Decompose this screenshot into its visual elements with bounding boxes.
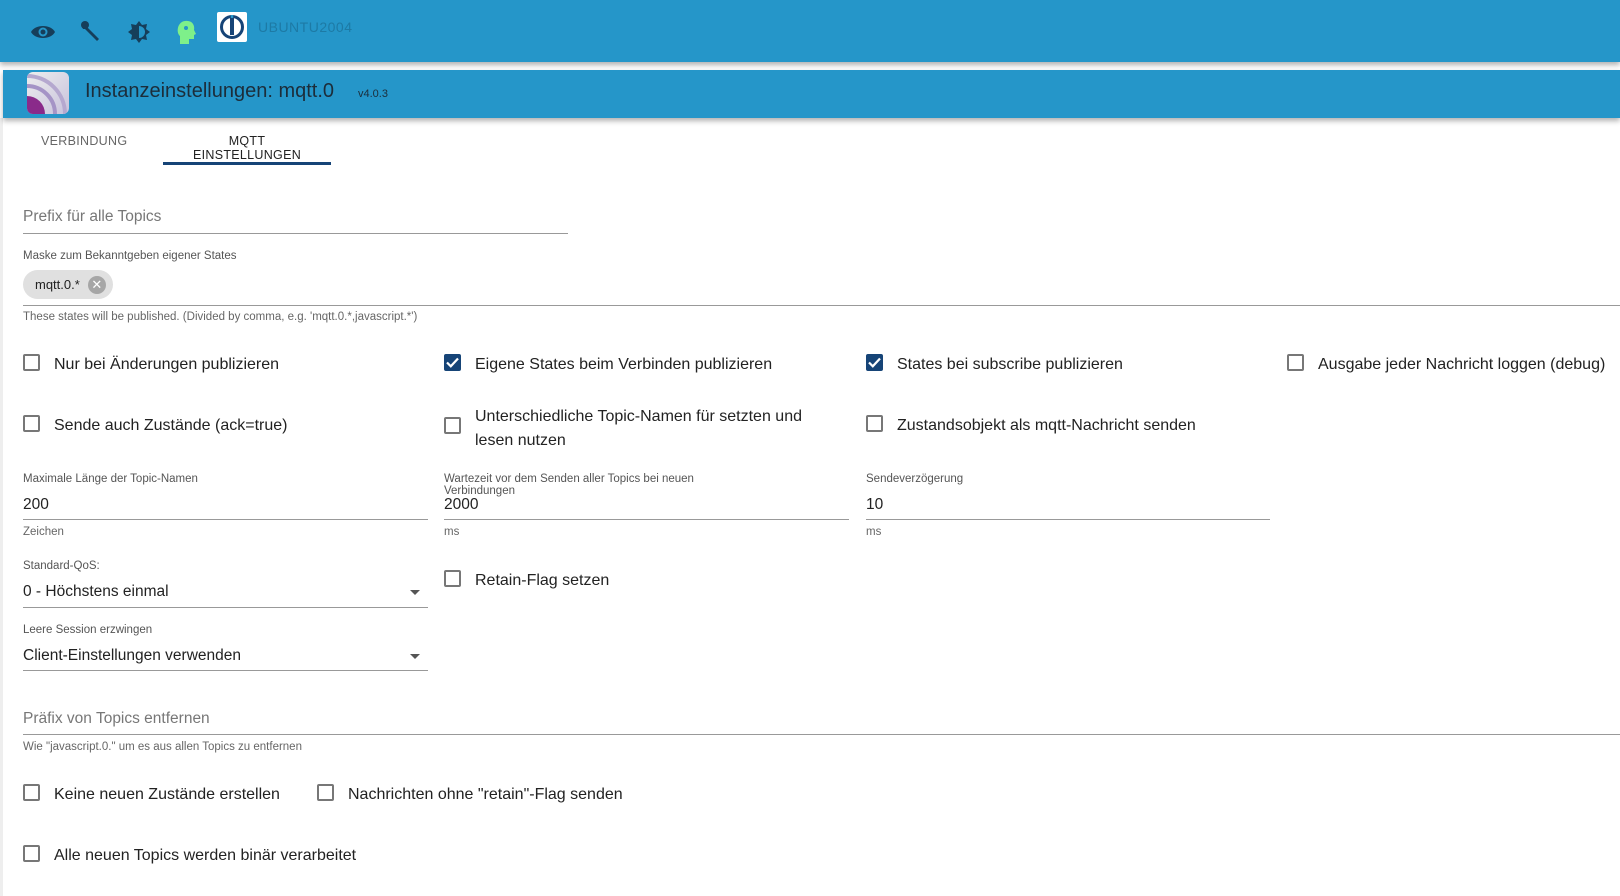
prefix-label: Prefix für alle Topics [23,208,162,225]
checkbox-debug-log[interactable]: Ausgabe jeder Nachricht loggen (debug) [1287,353,1605,377]
top-toolbar: UBUNTU2004 [0,0,1620,62]
delay-input[interactable]: 10 [866,496,884,513]
instance-header [3,70,1620,118]
session-label: Leere Session erzwingen [23,624,153,636]
delay-label: Sendeverzögerung [866,473,964,485]
checkbox-state-object-as-message[interactable]: Zustandsobjekt als mqtt-Nachricht senden [866,414,1196,438]
remove-prefix-helper: Wie "javascript.0." um es aus allen Topi… [23,741,302,753]
wrench-icon[interactable] [77,18,105,46]
mask-label: Maske zum Bekanntgeben eigener States [23,250,237,262]
session-select[interactable]: Client-Einstellungen verwenden [23,647,241,664]
wait-underline [444,519,849,520]
chevron-down-icon[interactable] [410,654,420,659]
checkbox-different-topic-names[interactable]: Unterschiedliche Topic-Namen für setzten… [444,405,844,453]
checkbox-publish-on-subscribe[interactable]: States bei subscribe publizieren [866,353,1123,377]
checkbox-binary-topics[interactable]: Alle neuen Topics werden binär verarbeit… [23,844,356,868]
qos-label: Standard-QoS: [23,560,100,572]
wait-helper: ms [444,526,460,538]
maxlen-helper: Zeichen [23,526,64,538]
delay-underline [866,519,1270,520]
checkbox-only-changes[interactable]: Nur bei Änderungen publizieren [23,353,279,377]
chip-delete-icon[interactable]: ✕ [87,275,106,294]
checkbox-no-retain-flag[interactable]: Nachrichten ohne "retain"-Flag senden [317,783,623,807]
check-icon [866,354,883,371]
version-label: v4.0.3 [358,88,388,100]
mask-chip: mqtt.0.* ✕ [23,270,113,299]
wait-label: Wartezeit vor dem Senden aller Topics be… [444,473,694,497]
tab-verbindung[interactable]: VERBINDUNG [41,134,128,148]
checkbox-no-new-states[interactable]: Keine neuen Zustände erstellen [23,783,280,807]
delay-helper: ms [866,526,882,538]
checkbox-publish-own-states[interactable]: Eigene States beim Verbinden publizieren [444,353,772,377]
maxlen-underline [23,519,428,520]
wait-input[interactable]: 2000 [444,496,479,513]
mask-helper: These states will be published. (Divided… [23,311,418,323]
left-border [0,118,3,896]
remove-prefix-label: Präfix von Topics entfernen [23,710,210,727]
tab-mqtt-einstellungen[interactable]: MQTT EINSTELLUNGEN [163,134,331,165]
maxlen-input[interactable]: 200 [23,496,49,513]
qos-select[interactable]: 0 - Höchstens einmal [23,583,169,600]
brightness-icon[interactable] [125,18,153,46]
page-title: Instanzeinstellungen: mqtt.0 [85,80,335,102]
maxlen-label: Maximale Länge der Topic-Namen [23,473,198,485]
chevron-down-icon[interactable] [410,590,420,595]
mqtt-adapter-logo [27,72,69,114]
remove-prefix-input[interactable] [23,734,1620,735]
eye-icon[interactable] [29,18,57,46]
prefix-input[interactable] [23,233,568,234]
checkbox-send-ack-true[interactable]: Sende auch Zustände (ack=true) [23,414,287,438]
iobroker-logo-icon[interactable] [217,12,247,42]
session-underline [23,670,428,671]
checkbox-retain-flag[interactable]: Retain-Flag setzen [444,569,609,593]
chip-label: mqtt.0.* [35,277,80,292]
qos-underline [23,607,428,608]
expert-mode-head-icon[interactable] [172,18,200,46]
hostname: UBUNTU2004 [258,19,353,35]
check-icon [444,354,461,371]
mask-input[interactable] [23,305,1620,306]
